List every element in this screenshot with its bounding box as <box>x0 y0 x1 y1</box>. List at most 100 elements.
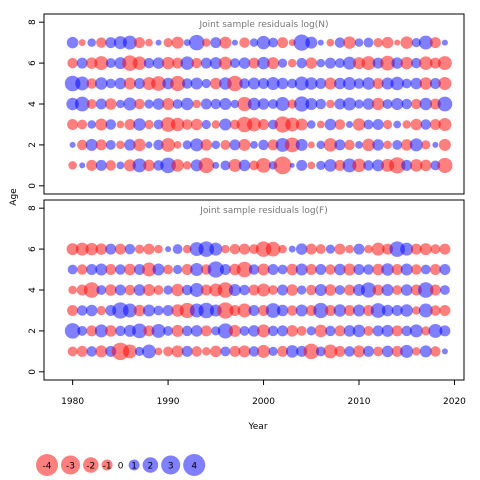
residual-bubble <box>437 96 453 112</box>
residual-bubble <box>151 323 166 338</box>
residual-bubble <box>105 58 116 69</box>
residual-bubble <box>94 324 108 338</box>
legend-bubble <box>36 454 58 476</box>
legend-bubble <box>128 459 140 471</box>
residual-bubble <box>248 264 260 275</box>
residual-bubble <box>105 119 117 130</box>
residual-bubble <box>314 324 328 338</box>
residual-bubble <box>315 264 327 275</box>
residual-bubble <box>153 139 164 151</box>
y-tick-label: 0 <box>28 369 38 375</box>
residual-bubble <box>307 161 316 170</box>
residual-bubble <box>334 243 346 255</box>
legend-label: -3 <box>66 462 75 472</box>
residual-bubble <box>68 285 77 295</box>
residual-bubble <box>123 159 136 172</box>
residual-bubble <box>95 243 108 255</box>
residual-bubble <box>342 76 357 91</box>
residual-bubble <box>296 57 307 69</box>
residual-bubble <box>124 139 136 151</box>
residual-bubble <box>343 36 356 49</box>
residual-bubble <box>256 283 271 297</box>
residual-bubble <box>86 264 98 275</box>
residual-bubble <box>277 284 289 296</box>
x-tick-label: 2010 <box>348 397 371 407</box>
residual-bubble <box>334 58 345 69</box>
residual-bubble <box>134 264 145 275</box>
residual-bubble <box>276 304 289 317</box>
legend-bubble <box>60 455 81 475</box>
residual-bubble <box>287 78 298 89</box>
residual-bubble <box>256 344 271 358</box>
residual-bubble <box>273 156 292 175</box>
residual-bubble <box>182 244 192 254</box>
residual-bubble <box>152 57 165 69</box>
residual-bubble <box>410 118 423 131</box>
residual-bubble <box>287 58 297 68</box>
residual-bubble <box>334 98 346 110</box>
residual-bubble <box>344 139 355 151</box>
residual-bubble <box>162 97 175 111</box>
residual-bubble <box>236 261 253 278</box>
residual-bubble <box>247 97 261 111</box>
legend-label: 1 <box>131 462 137 472</box>
x-tick-label: 2020 <box>443 397 466 407</box>
residual-bubble <box>171 159 184 172</box>
residual-bubble <box>114 77 127 90</box>
residual-bubble <box>68 161 77 170</box>
residual-bubble <box>315 346 326 357</box>
residual-bubble <box>248 284 260 296</box>
residual-bubble <box>401 78 412 89</box>
residual-bubble <box>306 284 317 296</box>
residual-bubble <box>345 244 354 254</box>
residual-bubble <box>256 324 271 338</box>
residual-bubble <box>145 141 153 149</box>
residual-bubble <box>83 282 100 298</box>
residual-bubble <box>163 325 174 336</box>
residual-bubble <box>219 36 232 49</box>
residual-bubble <box>307 141 315 149</box>
residual-bubble <box>285 345 299 358</box>
residual-bubble <box>257 98 270 110</box>
residual-bubble <box>258 119 269 130</box>
residual-bubble <box>430 346 441 357</box>
residual-bubble <box>353 78 365 89</box>
residual-bubble <box>160 157 176 174</box>
residual-bubble <box>77 325 88 336</box>
y-axis-title: Age <box>9 188 19 206</box>
residual-bubble <box>441 348 448 355</box>
residual-bubble <box>420 264 431 275</box>
residual-bubble <box>400 242 414 256</box>
panel-title: Joint sample residuals log(F) <box>199 206 327 216</box>
residual-bubble <box>220 346 231 357</box>
residual-bubble <box>79 162 86 169</box>
residual-bubble <box>353 264 365 275</box>
residual-bubble <box>288 245 296 253</box>
residual-bubble <box>190 77 203 90</box>
residual-bubble <box>220 139 231 150</box>
residual-bubble <box>324 77 337 90</box>
residual-bubble <box>143 159 155 172</box>
residual-bubble <box>285 117 300 132</box>
residual-bubble <box>323 344 338 359</box>
residual-bubble <box>191 57 202 69</box>
residual-bubble <box>352 345 366 358</box>
residual-bubble <box>228 283 241 297</box>
residual-bubble <box>363 345 374 357</box>
y-tick-label: 8 <box>28 19 38 25</box>
residual-bubble <box>211 326 221 336</box>
residual-bubble <box>439 264 451 275</box>
residual-bubble <box>354 38 364 47</box>
residual-bubble <box>371 242 385 256</box>
residual-bubble <box>132 158 147 173</box>
residual-bubble <box>239 284 250 296</box>
residual-bubble <box>163 264 174 275</box>
residual-bubble <box>163 38 173 48</box>
residual-bubble <box>105 243 117 255</box>
residual-bubble <box>219 264 231 275</box>
x-axis-title: Year <box>247 422 267 432</box>
residual-bubble <box>256 35 271 50</box>
residual-bubble <box>228 324 241 337</box>
residual-bubble <box>229 345 241 357</box>
residual-bubble <box>326 38 335 47</box>
